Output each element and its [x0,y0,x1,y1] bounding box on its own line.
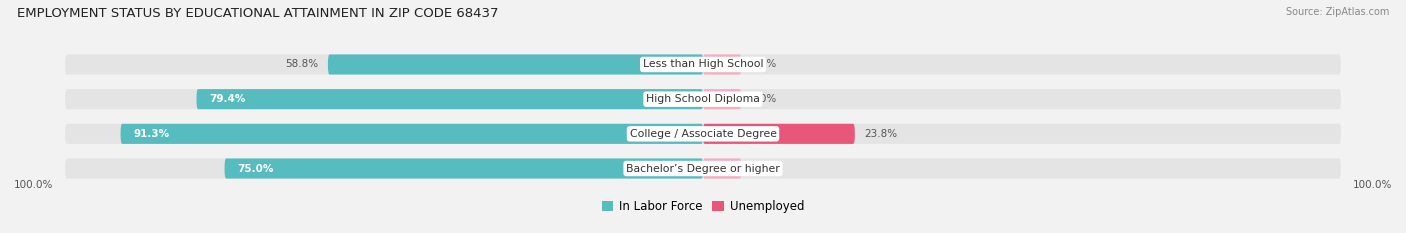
Text: 58.8%: 58.8% [285,59,318,69]
Text: 100.0%: 100.0% [1353,180,1392,190]
Text: EMPLOYMENT STATUS BY EDUCATIONAL ATTAINMENT IN ZIP CODE 68437: EMPLOYMENT STATUS BY EDUCATIONAL ATTAINM… [17,7,498,20]
Text: High School Diploma: High School Diploma [647,94,759,104]
FancyBboxPatch shape [225,158,703,178]
FancyBboxPatch shape [703,55,741,75]
Text: 91.3%: 91.3% [134,129,170,139]
FancyBboxPatch shape [65,89,1341,109]
Text: 79.4%: 79.4% [209,94,246,104]
Text: Source: ZipAtlas.com: Source: ZipAtlas.com [1285,7,1389,17]
FancyBboxPatch shape [65,124,1341,144]
Text: College / Associate Degree: College / Associate Degree [630,129,776,139]
Text: 23.8%: 23.8% [865,129,897,139]
Text: 0.0%: 0.0% [751,59,778,69]
Text: 100.0%: 100.0% [14,180,53,190]
FancyBboxPatch shape [121,124,703,144]
FancyBboxPatch shape [65,55,1341,75]
Text: Bachelor’s Degree or higher: Bachelor’s Degree or higher [626,164,780,174]
FancyBboxPatch shape [197,89,703,109]
Text: 75.0%: 75.0% [238,164,274,174]
FancyBboxPatch shape [328,55,703,75]
Legend: In Labor Force, Unemployed: In Labor Force, Unemployed [598,195,808,218]
Text: Less than High School: Less than High School [643,59,763,69]
FancyBboxPatch shape [703,124,855,144]
FancyBboxPatch shape [703,158,741,178]
Text: 0.0%: 0.0% [751,164,778,174]
Text: 0.0%: 0.0% [751,94,778,104]
FancyBboxPatch shape [65,158,1341,178]
FancyBboxPatch shape [703,89,741,109]
